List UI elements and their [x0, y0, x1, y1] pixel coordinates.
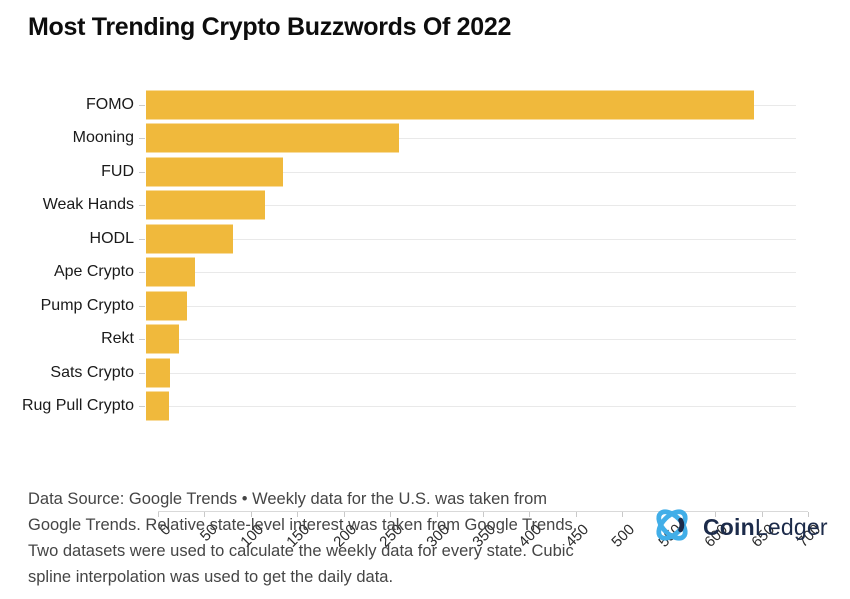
gridline	[146, 339, 796, 341]
chart-row: Sats Crypto	[0, 356, 850, 390]
bar	[146, 123, 399, 153]
bar	[146, 391, 170, 421]
y-tick-mark	[139, 138, 145, 140]
category-label: Rug Pull Crypto	[21, 397, 134, 415]
bar	[146, 291, 187, 321]
category-label: Weak Hands	[42, 196, 134, 214]
x-tick-mark	[761, 512, 763, 517]
category-label: Sats Crypto	[50, 363, 134, 381]
x-tick-mark	[204, 512, 206, 517]
y-tick-mark	[139, 305, 145, 307]
coinledger-knot-icon	[649, 502, 695, 553]
x-tick-mark	[343, 512, 345, 517]
chart-rows: FOMO Mooning FUD Weak Hands HODL Ape Crypto Pu…	[0, 88, 850, 423]
chart-row: HODL	[0, 222, 850, 256]
chart-title: Most Trending Crypto Buzzwords Of 2022	[28, 13, 512, 41]
chart-row: Weak Hands	[0, 189, 850, 223]
y-tick-mark	[139, 205, 145, 207]
y-tick-mark	[139, 238, 145, 240]
category-label: Rekt	[101, 330, 134, 348]
x-tick-mark	[808, 512, 809, 517]
y-tick-mark	[139, 339, 145, 341]
data-source-note: Data Source: Google Trends • Weekly data…	[28, 490, 578, 586]
bar-track	[139, 155, 796, 189]
bar	[146, 224, 234, 254]
chart-row: Pump Crypto	[0, 289, 850, 323]
x-tick-mark	[390, 512, 392, 517]
bar	[146, 190, 265, 220]
bar-track	[139, 256, 796, 290]
bar-track	[139, 323, 796, 357]
logo-ledger-text: Ledger	[754, 514, 828, 540]
gridline	[146, 138, 796, 140]
gridline	[146, 238, 796, 240]
bar-track	[139, 356, 796, 390]
x-tick-mark	[575, 512, 577, 517]
y-tick-mark	[139, 372, 145, 374]
bar-track	[139, 122, 796, 156]
chart-row: FUD	[0, 155, 850, 189]
coinledger-logo: CoinLedger	[649, 502, 828, 553]
bar-track	[139, 289, 796, 323]
x-tick-mark	[436, 512, 438, 517]
bar-track	[139, 189, 796, 223]
y-tick-mark	[139, 406, 145, 408]
bar	[146, 157, 284, 187]
y-tick-mark	[139, 104, 145, 106]
bar	[146, 90, 755, 120]
bar-chart: FOMO Mooning FUD Weak Hands HODL Ape Crypto Pu…	[0, 88, 850, 551]
category-label: Pump Crypto	[40, 296, 134, 314]
bar	[146, 324, 180, 354]
x-tick-mark	[529, 512, 531, 517]
category-label: FUD	[101, 162, 134, 180]
x-tick-mark	[158, 512, 159, 517]
chart-row: Rug Pull Crypto	[0, 390, 850, 424]
bar-track	[139, 390, 796, 424]
coinledger-wordmark: CoinLedger	[703, 514, 828, 541]
y-tick-mark	[139, 272, 145, 274]
x-tick-mark	[622, 512, 624, 517]
category-label: Ape Crypto	[53, 263, 134, 281]
bar	[146, 358, 171, 388]
chart-row: Ape Crypto	[0, 256, 850, 290]
gridline	[146, 272, 796, 274]
bar-track	[139, 222, 796, 256]
chart-row: Mooning	[0, 122, 850, 156]
category-label: HODL	[89, 229, 134, 247]
gridline	[146, 372, 796, 374]
x-tick-mark	[250, 512, 252, 517]
bar-track	[139, 88, 796, 122]
category-label: FOMO	[86, 95, 134, 113]
gridline	[146, 305, 796, 307]
bar	[146, 257, 196, 287]
gridline	[146, 406, 796, 408]
x-tick-mark	[483, 512, 484, 517]
gridline	[146, 171, 796, 173]
chart-row: Rekt	[0, 323, 850, 357]
y-tick-mark	[139, 171, 145, 173]
x-tick-mark	[297, 512, 299, 517]
category-label: Mooning	[72, 129, 134, 147]
x-tick-mark	[715, 512, 717, 517]
gridline	[146, 205, 796, 207]
chart-row: FOMO	[0, 88, 850, 122]
logo-coin-text: Coin	[703, 514, 755, 540]
